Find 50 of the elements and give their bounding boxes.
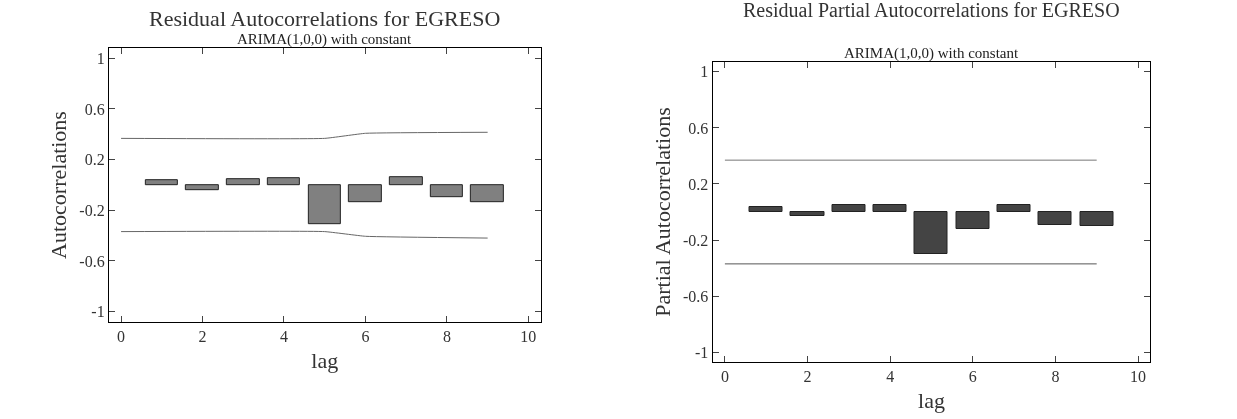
x-tick-label: 8	[1051, 368, 1060, 386]
x-axis-title: lag	[918, 388, 945, 414]
x-tick-label: 6	[361, 327, 370, 345]
chart-subtitle: ARIMA(1,0,0) with constant	[844, 45, 1019, 62]
bar	[388, 176, 423, 186]
bar	[347, 184, 382, 203]
y-tick-label: -0.6	[682, 287, 709, 305]
x-tick-label: 2	[803, 368, 812, 386]
x-tick-label: 10	[520, 327, 537, 345]
x-tick-label: 0	[720, 368, 729, 386]
x-axis-title: lag	[311, 347, 339, 373]
bar	[1079, 211, 1114, 227]
y-tick-label: 0.6	[688, 119, 709, 137]
bar	[225, 178, 260, 186]
bar	[184, 184, 219, 191]
y-tick-label: 1	[700, 63, 709, 81]
x-tick-label: 0	[117, 327, 126, 345]
bar	[913, 211, 948, 255]
bar	[307, 184, 341, 225]
x-tick-label: 2	[198, 327, 207, 345]
bar	[144, 179, 178, 186]
x-tick-label: 4	[886, 368, 895, 386]
chart-subtitle: ARIMA(1,0,0) with constant	[237, 31, 412, 48]
bar	[748, 206, 783, 213]
bar	[469, 184, 504, 203]
y-tick-label: -0.2	[682, 231, 709, 249]
bar	[996, 204, 1031, 213]
bar	[872, 204, 907, 213]
y-tick-label: 0.2	[84, 151, 105, 169]
y-axis-title: Autocorrelations	[46, 111, 72, 259]
y-tick-label: 1	[96, 49, 105, 67]
bar	[955, 211, 990, 230]
x-tick-label: 6	[968, 368, 977, 386]
y-tick-label: -0.6	[79, 252, 105, 270]
bar	[1037, 211, 1072, 226]
x-tick-label: 8	[442, 327, 451, 345]
x-tick-label: 10	[1130, 368, 1147, 386]
y-tick-label: 0.2	[688, 175, 709, 193]
y-tick-label: -1	[91, 303, 105, 321]
y-tick-label: -1	[694, 343, 709, 361]
bar	[266, 177, 300, 186]
y-tick-label: 0.6	[84, 100, 105, 118]
bar	[429, 184, 463, 198]
bar	[831, 204, 866, 213]
x-tick-label: 4	[279, 327, 288, 345]
chart-title: Residual Partial Autocorrelations for EGRESO	[743, 0, 1120, 21]
y-axis-title: Partial Autocorrelations	[649, 107, 675, 317]
bar	[789, 211, 825, 217]
y-tick-label: -0.2	[79, 201, 105, 219]
chart-title: Residual Autocorrelations for EGRESO	[149, 6, 501, 31]
